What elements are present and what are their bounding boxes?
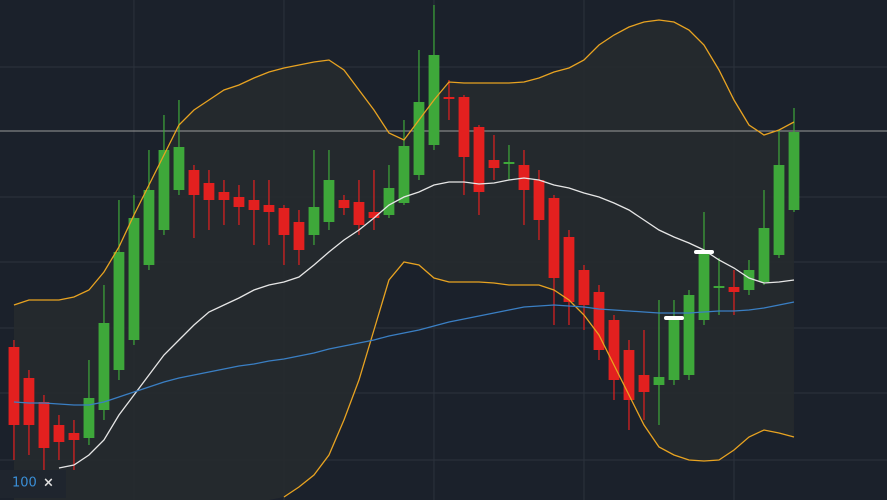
candle-body [413, 102, 425, 175]
candle-body [368, 212, 380, 218]
candle-body [38, 402, 50, 448]
candle-body [668, 318, 680, 380]
close-button[interactable]: × [43, 476, 54, 491]
candle-body [683, 295, 695, 375]
candle-body [98, 323, 110, 410]
candle-body [773, 165, 785, 255]
candle-body [143, 190, 155, 265]
band-fill [13, 20, 794, 500]
candle-body [173, 147, 185, 190]
candle-body [128, 218, 140, 340]
candle-body [293, 222, 305, 250]
indicator-line [58, 177, 795, 469]
candle-body [788, 132, 800, 210]
candle-body [203, 183, 215, 200]
zoom-level[interactable]: 100 [12, 476, 37, 491]
candle-body [653, 377, 665, 385]
candle-body [338, 200, 350, 208]
candle-body [263, 205, 275, 212]
candle-body [188, 170, 200, 195]
indicator-line [283, 261, 795, 498]
candle-body [713, 286, 725, 288]
candle-body [398, 146, 410, 203]
candle-body [158, 150, 170, 230]
candle-body [698, 252, 710, 320]
candle-body [218, 192, 230, 200]
candle-body [443, 97, 455, 99]
candle-body [743, 270, 755, 290]
candle-body [8, 347, 20, 425]
candle-body [503, 162, 515, 164]
candle-body [593, 292, 605, 350]
candle-body [353, 202, 365, 225]
candle-body [278, 208, 290, 235]
candle-body [248, 200, 260, 210]
candle-body [308, 207, 320, 235]
candle-body [608, 320, 620, 380]
candle-body [23, 378, 35, 425]
candle-body [563, 237, 575, 302]
zoom-control: 100 × [0, 470, 66, 498]
candle-body [113, 252, 125, 370]
indicator-line [13, 19, 795, 306]
candle-body [323, 180, 335, 222]
candle-body [473, 127, 485, 192]
indicator-line [13, 301, 795, 406]
candle-body [638, 375, 650, 392]
candle-body [578, 270, 590, 305]
control-box [0, 470, 66, 498]
candle-body [623, 350, 635, 400]
candle-body [383, 188, 395, 215]
candle-body [548, 198, 560, 278]
candle-body [533, 180, 545, 220]
candle-body [68, 433, 80, 440]
candle-body [488, 160, 500, 168]
candle-body [758, 228, 770, 282]
candle-body [728, 287, 740, 292]
candle-body [83, 398, 95, 438]
candle-body [458, 97, 470, 157]
candle-body [233, 197, 245, 207]
candle-body [53, 425, 65, 442]
